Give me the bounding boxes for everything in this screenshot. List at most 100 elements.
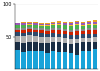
Bar (45, 37, 50, 43)
Bar (63, 31, 67, 34)
Bar (87, 30, 91, 34)
Bar (87, 38, 91, 42)
Bar (21, 30, 26, 33)
Bar (33, 30, 38, 32)
Bar (45, 43, 50, 53)
Bar (16, 36, 20, 42)
Bar (45, 29, 50, 31)
Bar (63, 43, 67, 52)
Bar (21, 36, 26, 43)
Bar (57, 42, 61, 52)
Bar (87, 42, 91, 51)
Bar (16, 50, 20, 69)
Bar (21, 22, 26, 23)
Bar (87, 21, 91, 22)
Bar (81, 34, 85, 38)
Bar (16, 32, 20, 36)
Bar (63, 25, 67, 29)
Bar (33, 23, 38, 24)
Bar (93, 30, 97, 34)
Bar (39, 36, 44, 43)
Bar (21, 28, 26, 30)
Bar (69, 23, 73, 25)
Bar (51, 24, 56, 25)
Bar (57, 52, 61, 69)
Bar (39, 43, 44, 51)
Bar (69, 25, 73, 26)
Bar (33, 25, 38, 28)
Bar (75, 55, 79, 69)
Bar (21, 24, 26, 25)
Bar (33, 22, 38, 23)
Bar (75, 24, 79, 25)
Bar (27, 25, 32, 27)
Bar (39, 23, 44, 24)
Bar (81, 31, 85, 34)
Bar (27, 35, 32, 42)
Bar (81, 51, 85, 69)
Bar (27, 51, 32, 69)
Bar (51, 51, 56, 69)
Bar (81, 42, 85, 51)
Bar (69, 30, 73, 32)
Bar (63, 22, 67, 23)
Bar (21, 25, 26, 28)
Bar (16, 42, 20, 50)
Bar (21, 43, 26, 52)
Bar (39, 28, 44, 30)
Bar (51, 25, 56, 28)
Bar (51, 37, 56, 42)
Bar (93, 49, 97, 69)
Bar (57, 30, 61, 34)
Bar (81, 23, 85, 24)
Bar (69, 39, 73, 44)
Bar (21, 23, 26, 24)
Bar (57, 37, 61, 42)
Bar (75, 25, 79, 29)
Bar (75, 35, 79, 39)
Bar (81, 29, 85, 31)
Bar (63, 52, 67, 69)
Bar (45, 24, 50, 25)
Bar (39, 30, 44, 33)
Bar (93, 42, 97, 49)
Bar (27, 22, 32, 23)
Bar (27, 24, 32, 25)
Bar (16, 30, 20, 32)
Bar (93, 28, 97, 30)
Bar (45, 34, 50, 37)
Bar (33, 51, 38, 69)
Bar (51, 33, 56, 37)
Bar (39, 51, 44, 69)
Bar (75, 29, 79, 31)
Bar (81, 26, 85, 29)
Bar (33, 36, 38, 42)
Bar (81, 38, 85, 42)
Bar (75, 43, 79, 55)
Bar (69, 35, 73, 39)
Bar (57, 28, 61, 30)
Bar (45, 23, 50, 24)
Bar (57, 21, 61, 23)
Bar (75, 31, 79, 35)
Bar (51, 42, 56, 51)
Bar (87, 24, 91, 25)
Bar (33, 42, 38, 51)
Bar (57, 34, 61, 37)
Bar (69, 44, 73, 53)
Bar (57, 23, 61, 24)
Bar (63, 34, 67, 38)
Bar (63, 29, 67, 31)
Bar (69, 22, 73, 23)
Bar (39, 25, 44, 26)
Bar (75, 39, 79, 43)
Bar (45, 31, 50, 34)
Bar (63, 38, 67, 43)
Bar (69, 53, 73, 69)
Bar (27, 27, 32, 29)
Bar (93, 22, 97, 24)
Bar (75, 21, 79, 22)
Bar (27, 29, 32, 32)
Bar (39, 24, 44, 25)
Bar (51, 23, 56, 24)
